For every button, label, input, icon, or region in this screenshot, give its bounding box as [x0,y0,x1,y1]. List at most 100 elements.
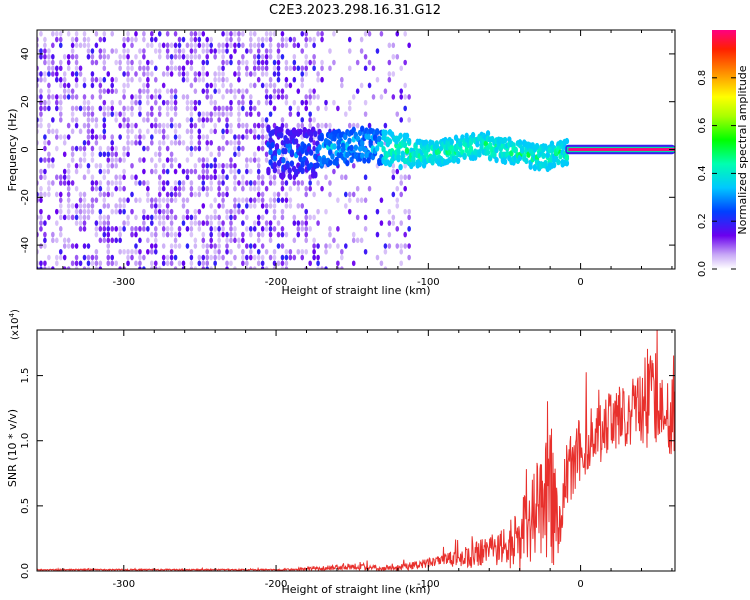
spectrogram-cell [74,185,79,192]
spectrogram-cell [102,117,107,123]
spectrogram-cell [106,214,111,221]
spectrogram-cell [165,208,170,215]
spectrogram-cell [58,231,63,238]
spectrogram-cell [94,76,99,83]
spectrogram-cell [82,220,87,226]
spectrogram-cell [241,197,245,203]
spectrogram-cell [328,122,332,129]
spectrogram-cell [205,266,210,269]
spectrogram-cell [43,36,47,43]
spectrogram-xtick-label: 0 [577,277,583,288]
spectrogram-cell [272,266,277,269]
spectrogram-cell [173,140,178,146]
spectrogram-cell [233,151,237,158]
spectrogram-cell [308,260,312,267]
spectrogram-cell [185,243,190,249]
spectrogram-cell [328,243,332,249]
spectrogram-cell [126,31,130,37]
spectrogram-cell [229,36,233,43]
spectrogram-cell [256,48,261,54]
spectrogram-cell [237,76,241,83]
spectrogram-cell [134,122,138,129]
spectrogram-cell [102,99,107,106]
spectrogram-cell [280,214,285,221]
spectrogram-cell [157,31,162,37]
spectrogram-cell [165,122,170,129]
spectrogram-cell [39,174,43,181]
spectrogram-cell [47,99,51,106]
spectrogram-cell [266,166,271,174]
spectrogram-cell [66,174,71,181]
spectrogram-cell [118,208,122,215]
spectrogram-cell [39,157,43,163]
spectrogram-cell [74,36,79,43]
spectrogram-cell [165,71,170,77]
spectrogram-cell [193,266,198,269]
snr-series-line [37,330,675,571]
spectrogram-cell [300,76,305,83]
spectrogram-cell [312,53,316,60]
spectrogram-cell [165,105,170,112]
figure-title: C2E3.2023.298.16.31.G12 [269,3,441,18]
spectrogram-cell [248,94,253,100]
spectrogram-cell [122,111,126,117]
spectrogram-cell [138,237,142,244]
spectrogram-cell [43,157,47,163]
spectrogram-cell [316,266,320,269]
spectrogram-cell [150,231,154,238]
spectrogram-cell [43,59,47,66]
spectrogram-cell [54,31,59,37]
spectrogram-cell [264,208,269,215]
spectrogram-cell [225,231,229,238]
spectrogram-cell [245,59,249,66]
spectrogram-cell [197,157,202,163]
spectrogram-cell [130,94,134,100]
spectrogram-cell [90,260,95,267]
spectrogram-cell [193,36,198,43]
spectrogram-cell [241,59,245,66]
spectrogram-cell [288,203,293,209]
spectrogram-cell [165,134,170,140]
spectrogram-cell [106,185,111,192]
spectrogram-cell [217,248,221,255]
spectrogram-cell [391,42,396,49]
spectrogram-cell [106,203,111,209]
spectrogram-cell [205,214,210,221]
spectrogram-cell [296,105,301,112]
spectrogram-cell [407,117,411,123]
spectrogram-cell [312,117,316,123]
spectrogram-cell [173,237,178,244]
spectrogram-cell [233,48,237,54]
spectrogram-cell [280,208,285,215]
spectrogram-cell [161,128,166,135]
spectrogram-cell [233,226,237,232]
spectrogram-cell [332,99,336,106]
spectrogram-cell [237,65,241,72]
spectrogram-cell [391,94,396,100]
spectrogram-cell [74,208,79,215]
spectrogram-cell [371,65,376,72]
spectrogram-cell [363,111,368,117]
spectrogram-cell [256,111,261,117]
spectrogram-cell [205,174,210,181]
spectrogram-cell [146,59,150,66]
spectrogram-cell [86,266,91,269]
spectrogram-cell [237,122,241,129]
spectrogram-cell [165,168,170,175]
spectrogram-cell [189,59,194,66]
spectrogram-cell [130,122,134,129]
spectrogram-cell [193,48,198,54]
spectrogram-cell [260,197,265,203]
spectrogram-cell [134,36,138,43]
spectrogram-cell [201,237,206,244]
spectrogram-cell [268,76,273,83]
spectrogram-cell [284,122,289,129]
spectrogram-xtick-label: -200 [265,277,288,288]
spectrogram-cell [225,48,229,54]
spectrogram-cell [304,214,309,221]
spectrogram-cell [268,42,273,49]
spectrogram-cell [272,197,277,203]
spectrogram-cell [185,117,190,123]
spectrogram-cell [241,122,245,129]
